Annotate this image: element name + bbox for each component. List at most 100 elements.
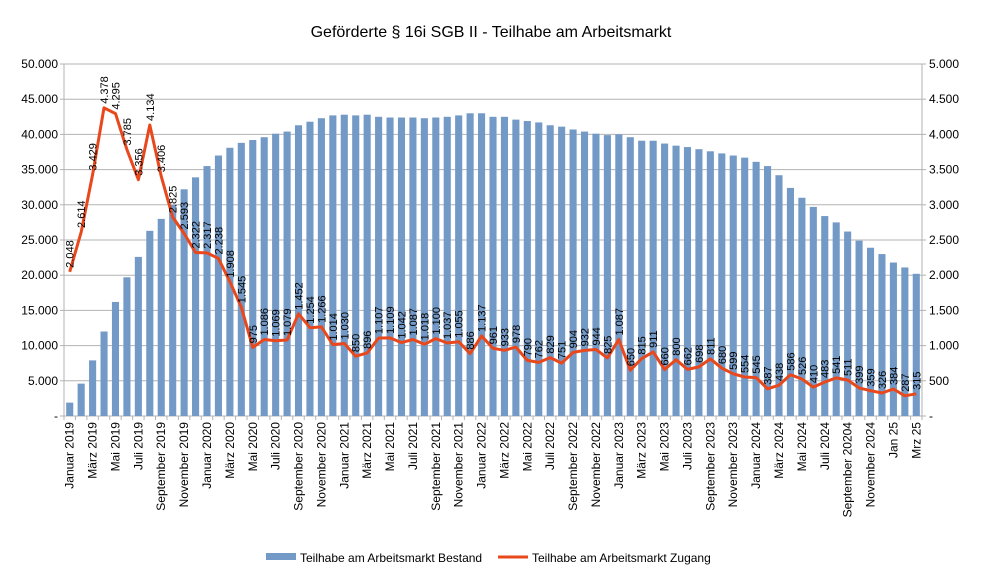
data-label: 698 [694, 345, 706, 363]
x-tick-label: November 2023 [726, 422, 740, 508]
data-label: 399 [854, 366, 866, 384]
left-tick-label: 30.000 [21, 198, 58, 212]
bar [809, 206, 817, 416]
data-label: 815 [637, 336, 649, 354]
bar [523, 121, 531, 417]
x-tick-label: Mai 2022 [520, 422, 534, 472]
data-label: 1.014 [328, 313, 340, 341]
data-label: 1.109 [385, 306, 397, 334]
bar [546, 125, 554, 417]
data-label: 1.079 [282, 309, 294, 337]
bar [169, 204, 177, 416]
bar [592, 133, 600, 417]
x-tick-label: Mai 2019 [108, 422, 122, 472]
x-tick-label: September 2022 [566, 422, 580, 511]
x-tick-label: Januar 2021 [337, 422, 351, 489]
bar [420, 118, 428, 416]
bar [260, 137, 268, 416]
data-label: 829 [545, 335, 557, 353]
data-label: 1.452 [294, 282, 306, 310]
data-label: 511 [843, 358, 855, 376]
bar [283, 131, 291, 417]
bar [764, 166, 772, 416]
data-label: 800 [671, 337, 683, 355]
data-label: 586 [785, 352, 797, 370]
legend-label-zugang: Teilhabe am Arbeitsmarkt Zugang [532, 551, 711, 565]
data-label: 978 [511, 325, 523, 343]
bar [535, 122, 543, 416]
left-axis: - 5.000 10.000 15.000 20.000 25.000 30.000 35.0… [21, 57, 58, 423]
bar [192, 177, 200, 416]
data-label: 387 [763, 366, 775, 384]
data-label: 4.134 [145, 93, 157, 121]
bar [455, 115, 463, 416]
data-label: 2.825 [168, 186, 180, 214]
bar [66, 402, 74, 416]
data-label: 975 [248, 325, 260, 343]
x-tick-label: September 2023 [703, 422, 717, 511]
left-tick-label: 10.000 [21, 339, 58, 353]
bar [352, 115, 360, 416]
bar [626, 137, 634, 416]
bar [146, 230, 154, 416]
x-tick-label: November 2024 [864, 422, 878, 508]
bar [294, 125, 303, 417]
bar [569, 129, 577, 417]
x-tick-label: März 2019 [86, 422, 100, 479]
data-label: 2.048 [65, 240, 77, 268]
right-tick-label: 2.000 [929, 268, 959, 282]
data-label: 359 [866, 368, 878, 386]
bar [695, 149, 703, 416]
x-tick-label: März 2022 [497, 422, 511, 479]
bar [718, 153, 726, 416]
bar [111, 301, 120, 416]
left-tick-label: 40.000 [21, 127, 58, 141]
x-tick-label: Juli 2022 [543, 422, 557, 470]
right-tick-label: 4.500 [929, 92, 959, 106]
x-tick-label: November 2022 [589, 422, 603, 508]
bar [478, 113, 486, 416]
right-tick-label: 4.000 [929, 127, 959, 141]
x-tick-label: November 2021 [452, 422, 466, 508]
bar [672, 145, 680, 416]
data-label: 3.429 [88, 143, 100, 171]
line-series [68, 106, 917, 398]
bar [706, 151, 714, 416]
x-tick-label: September 2019 [154, 422, 168, 511]
data-label: 1.545 [236, 276, 248, 304]
x-tick-label: September 2020 [292, 422, 306, 511]
bar [752, 161, 760, 416]
data-label: 1.030 [339, 312, 351, 340]
left-tick-label: - [54, 409, 58, 423]
left-tick-label: 25.000 [21, 233, 58, 247]
data-label: 911 [648, 330, 660, 348]
data-label: 384 [888, 367, 900, 385]
data-label: 1.087 [614, 308, 626, 336]
data-label: 932 [580, 328, 592, 346]
x-tick-label: März 2023 [635, 422, 649, 479]
bar [89, 360, 97, 416]
bar [638, 140, 646, 416]
data-label: 933 [499, 328, 511, 346]
data-label: 2.322 [191, 221, 203, 249]
data-label: 554 [740, 355, 752, 373]
data-label: 1.137 [477, 304, 489, 332]
x-tick-label: November 2020 [314, 422, 328, 508]
left-tick-label: 35.000 [21, 163, 58, 177]
zugang-line [68, 106, 917, 398]
right-axis: - 500 1.000 1.500 2.000 2.500 3.000 3.500 4.000 4… [929, 57, 959, 423]
bar [306, 121, 314, 416]
x-tick-label: Jan 25 [886, 422, 900, 458]
bar [180, 189, 188, 416]
data-label: 526 [797, 357, 809, 375]
bar [134, 256, 142, 416]
right-tick-label: 2.500 [929, 233, 959, 247]
data-label: 2.593 [179, 202, 191, 230]
bar [580, 131, 589, 417]
bar [558, 126, 566, 416]
bar [775, 175, 783, 416]
data-label: 660 [660, 347, 672, 365]
bar [203, 166, 211, 416]
data-label: 1.266 [316, 295, 328, 323]
bar [901, 267, 909, 416]
